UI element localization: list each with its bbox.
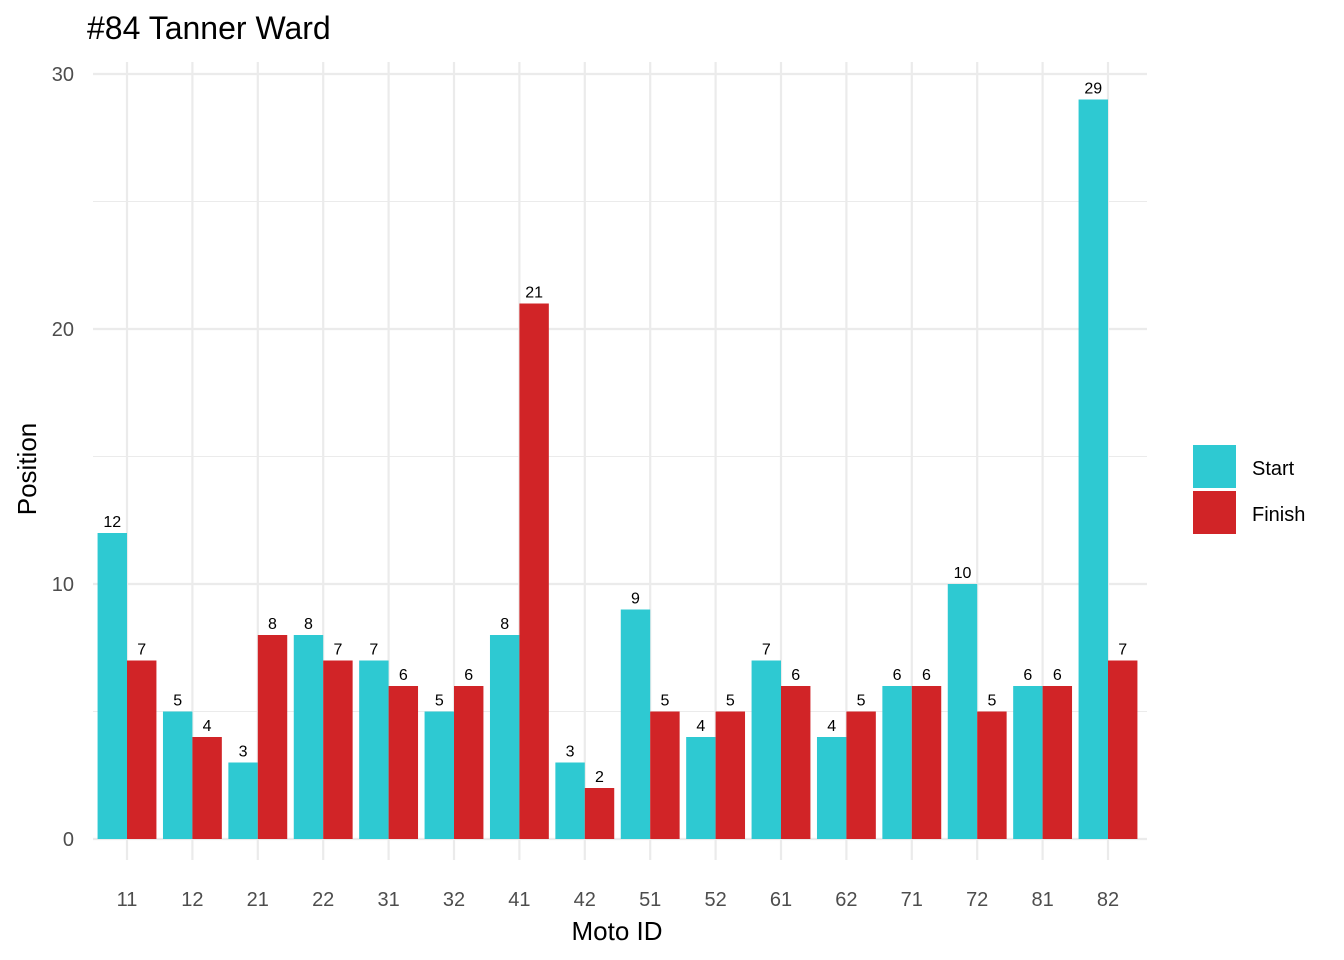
x-axis-title: Moto ID [571, 916, 662, 946]
data-label-finish-41: 21 [525, 285, 543, 302]
x-tick-label: 51 [639, 889, 661, 911]
data-label-finish-82: 7 [1118, 642, 1127, 659]
data-label-start-62: 4 [827, 718, 836, 735]
bar-start-22 [293, 635, 324, 839]
y-axis-ticks: 0 10 20 30 [52, 64, 74, 851]
x-axis-ticks: 11 12 21 22 31 32 41 42 51 52 61 62 71 72 81 82 [117, 889, 1120, 911]
bar-finish-41 [519, 303, 549, 839]
data-label-start-61: 7 [762, 642, 771, 659]
data-label-finish-72: 5 [987, 693, 996, 710]
bar-start-21 [228, 762, 258, 839]
data-label-start-11: 12 [103, 514, 121, 531]
bar-finish-52 [715, 711, 746, 839]
data-label-start-82: 29 [1084, 81, 1102, 98]
legend-label-start: Start [1252, 458, 1295, 480]
data-label-start-32: 5 [435, 693, 444, 710]
x-tick-label: 61 [770, 889, 792, 911]
data-label-start-31: 7 [369, 642, 378, 659]
bar-finish-31 [388, 686, 419, 839]
data-label-finish-52: 5 [726, 693, 735, 710]
data-label-start-72: 10 [954, 565, 972, 582]
y-tick-label: 0 [63, 829, 74, 851]
data-label-finish-12: 4 [203, 718, 212, 735]
bar-start-61 [751, 660, 781, 839]
data-label-start-41: 8 [500, 616, 509, 633]
bar-start-51 [620, 609, 651, 839]
bar-start-82 [1078, 99, 1108, 839]
data-label-start-12: 5 [173, 693, 182, 710]
x-tick-label: 82 [1097, 889, 1119, 911]
x-tick-label: 32 [443, 889, 465, 911]
bar-start-41 [489, 635, 520, 839]
data-label-finish-21: 8 [268, 616, 277, 633]
y-axis-title: Position [12, 423, 42, 516]
bar-start-42 [555, 762, 585, 839]
x-tick-label: 22 [312, 889, 334, 911]
bar-start-52 [686, 737, 716, 839]
data-label-finish-11: 7 [137, 642, 146, 659]
bar-finish-21 [257, 635, 288, 839]
x-tick-label: 62 [835, 889, 857, 911]
legend-key-finish [1193, 491, 1236, 534]
data-label-finish-71: 6 [922, 667, 931, 684]
bar-start-12 [162, 711, 193, 839]
bar-finish-42 [584, 788, 615, 839]
x-tick-label: 52 [704, 889, 726, 911]
data-label-finish-32: 6 [464, 667, 473, 684]
bar-start-31 [359, 660, 389, 839]
bar-finish-32 [454, 686, 484, 839]
data-label-finish-61: 6 [791, 667, 800, 684]
bar-start-32 [424, 711, 454, 839]
bar-finish-72 [977, 711, 1007, 839]
bar-start-81 [1013, 686, 1043, 839]
bar-finish-51 [650, 711, 680, 839]
data-label-start-81: 6 [1023, 667, 1032, 684]
data-label-start-21: 3 [239, 744, 248, 761]
x-tick-label: 21 [247, 889, 269, 911]
bar-finish-82 [1108, 660, 1138, 839]
bar-finish-62 [846, 711, 876, 839]
legend: Start Finish [1193, 445, 1305, 534]
legend-label-finish: Finish [1252, 504, 1305, 526]
x-tick-label: 81 [1031, 889, 1053, 911]
bar-start-71 [882, 686, 912, 839]
bar-finish-61 [781, 686, 811, 839]
data-label-finish-62: 5 [857, 693, 866, 710]
chart-title: #84 Tanner Ward [87, 10, 331, 46]
data-label-start-42: 3 [566, 744, 575, 761]
legend-key-start [1193, 445, 1236, 488]
data-label-finish-22: 7 [333, 642, 342, 659]
data-label-start-22: 8 [304, 616, 313, 633]
data-label-finish-31: 6 [399, 667, 408, 684]
bar-finish-11 [127, 660, 157, 839]
y-tick-label: 30 [52, 64, 74, 86]
data-label-start-52: 4 [696, 718, 705, 735]
bar-finish-12 [192, 737, 222, 839]
x-tick-label: 11 [117, 889, 138, 911]
x-tick-label: 42 [574, 889, 596, 911]
x-tick-label: 41 [508, 889, 530, 911]
data-label-start-71: 6 [893, 667, 902, 684]
y-tick-label: 10 [52, 574, 74, 596]
data-label-start-51: 9 [631, 591, 640, 608]
data-label-finish-42: 2 [595, 769, 604, 786]
bar-finish-22 [323, 660, 353, 839]
x-tick-label: 31 [377, 889, 399, 911]
x-tick-label: 71 [901, 889, 923, 911]
bar-finish-81 [1042, 686, 1073, 839]
bar-start-11 [97, 533, 127, 839]
data-label-finish-51: 5 [660, 693, 669, 710]
data-label-finish-81: 6 [1053, 667, 1062, 684]
x-tick-label: 12 [181, 889, 203, 911]
bars [97, 99, 1138, 839]
bar-finish-71 [911, 686, 942, 839]
bar-start-72 [947, 584, 978, 839]
y-tick-label: 20 [52, 319, 74, 341]
x-tick-label: 72 [966, 889, 988, 911]
bar-start-62 [816, 737, 847, 839]
